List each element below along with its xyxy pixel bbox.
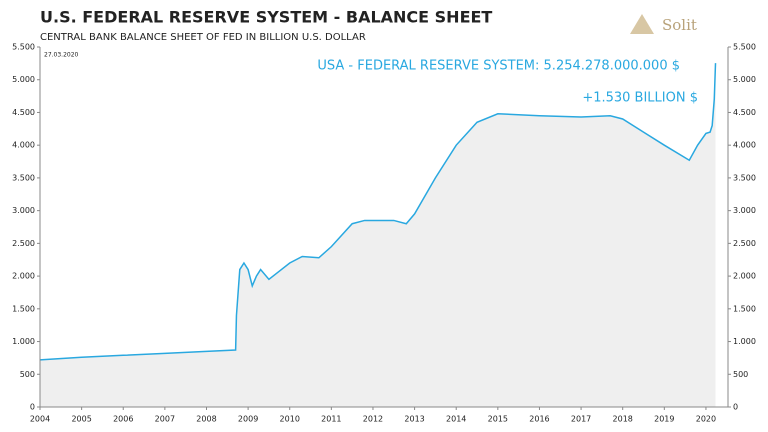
y-tick-label: 4.500 xyxy=(12,108,35,117)
x-tick-label: 2006 xyxy=(113,415,133,424)
y2-tick-label: 4.000 xyxy=(733,141,756,150)
line xyxy=(39,63,717,361)
y-tick-label: 4.000 xyxy=(12,141,35,150)
y2-tick-label: 1.500 xyxy=(733,304,756,313)
x-tick-label: 2018 xyxy=(613,415,633,424)
y2-tick-label: 0 xyxy=(733,403,738,412)
y-tick-label: 500 xyxy=(20,370,35,379)
x-tick-label: 2007 xyxy=(155,415,175,424)
chart-subtitle: CENTRAL BANK BALANCE SHEET OF FED IN BIL… xyxy=(40,32,366,43)
y2-tick-label: 2.000 xyxy=(733,272,756,281)
y2-tick-label: 1.000 xyxy=(733,337,756,346)
y2-tick-label: 5.000 xyxy=(733,75,756,84)
x-tick-label: 2010 xyxy=(280,415,300,424)
y2-tick-label: 4.500 xyxy=(733,108,756,117)
x-tick-label: 2011 xyxy=(321,415,341,424)
x-tick-label: 2013 xyxy=(404,415,424,424)
x-tick-label: 2017 xyxy=(571,415,591,424)
x-tick-label: 2009 xyxy=(238,415,258,424)
chart-title: U.S. FEDERAL RESERVE SYSTEM - BALANCE SH… xyxy=(40,8,492,27)
x-tick-label: 2020 xyxy=(696,415,716,424)
y-tick-label: 3.000 xyxy=(12,206,35,215)
logo: Solit xyxy=(662,16,697,34)
area xyxy=(40,63,716,408)
x-tick-label: 2015 xyxy=(488,415,508,424)
y-tick-label: 1.000 xyxy=(12,337,35,346)
annotation: +1.530 BILLION $ xyxy=(582,91,698,106)
x-tick-label: 2005 xyxy=(71,415,91,424)
y-tick-label: 2.500 xyxy=(12,239,35,248)
y2-tick-label: 2.500 xyxy=(733,239,756,248)
annotation: USA - FEDERAL RESERVE SYSTEM: 5.254.278.… xyxy=(317,59,680,74)
logo-icon xyxy=(630,14,654,34)
y-tick-label: 0 xyxy=(30,403,35,412)
y-tick-label: 3.500 xyxy=(12,173,35,182)
date: 27.03.2020 xyxy=(44,52,79,59)
x-tick-label: 2004 xyxy=(30,415,50,424)
x-tick-label: 2014 xyxy=(446,415,466,424)
y2-tick-label: 3.500 xyxy=(733,173,756,182)
x-tick-label: 2008 xyxy=(196,415,216,424)
x-tick-label: 2019 xyxy=(654,415,674,424)
y-tick-label: 5.000 xyxy=(12,75,35,84)
y-tick-label: 2.000 xyxy=(12,272,35,281)
y2-tick-label: 3.000 xyxy=(733,206,756,215)
y-tick-label: 5.500 xyxy=(12,43,35,52)
y2-tick-label: 5.500 xyxy=(733,43,756,52)
x-tick-label: 2012 xyxy=(363,415,383,424)
x-tick-label: 2016 xyxy=(529,415,549,424)
y-tick-label: 1.500 xyxy=(12,304,35,313)
y2-tick-label: 500 xyxy=(733,370,748,379)
